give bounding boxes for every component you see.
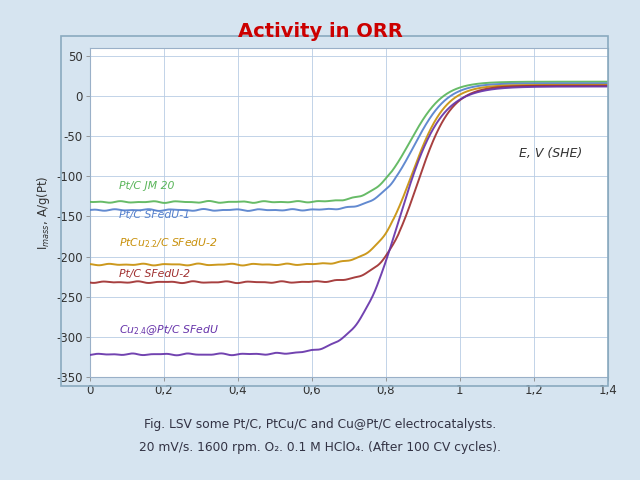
Text: Fig. LSV some Pt/C, PtCu/C and Cu@Pt/C electrocatalysts.: Fig. LSV some Pt/C, PtCu/C and Cu@Pt/C e… <box>144 418 496 432</box>
Text: E, V (SHE): E, V (SHE) <box>519 147 582 160</box>
Text: Pt/C SFedU-2: Pt/C SFedU-2 <box>119 269 190 279</box>
Text: Pt/C JM 20: Pt/C JM 20 <box>119 181 175 191</box>
Y-axis label: I$_{mass}$, A/g(Pt): I$_{mass}$, A/g(Pt) <box>35 175 52 250</box>
Text: Activity in ORR: Activity in ORR <box>237 22 403 41</box>
Text: Pt/C SFedU-1: Pt/C SFedU-1 <box>119 210 190 220</box>
Text: PtCu$_{2.2}$/C SFedU-2: PtCu$_{2.2}$/C SFedU-2 <box>119 236 218 250</box>
Text: 20 mV/s. 1600 rpm. O₂. 0.1 M HClO₄. (After 100 CV cycles).: 20 mV/s. 1600 rpm. O₂. 0.1 M HClO₄. (Aft… <box>139 441 501 454</box>
Text: Cu$_{2.4}$@Pt/C SFedU: Cu$_{2.4}$@Pt/C SFedU <box>119 324 219 337</box>
